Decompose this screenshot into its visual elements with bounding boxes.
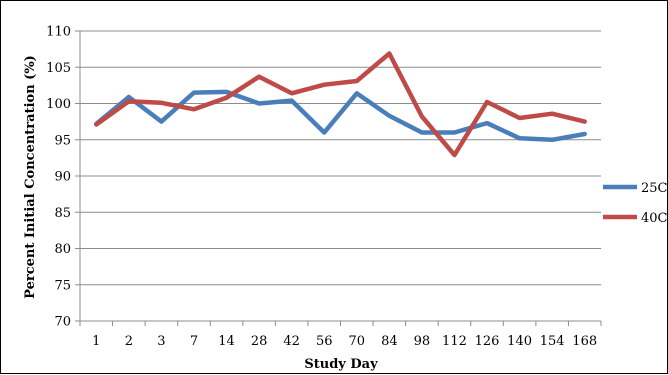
y-tick-label: 105 [46,61,71,76]
x-tick-label: 3 [157,334,165,349]
y-tick-label: 90 [54,170,71,185]
x-tick-label: 140 [507,334,532,349]
y-axis-label: Percent Initial Concentration (%) [23,55,38,299]
y-tick-label: 75 [54,278,71,293]
y-tick-label: 100 [46,97,71,112]
x-tick-label: 84 [381,334,398,349]
x-tick-label: 14 [218,334,235,349]
y-tick-label: 85 [54,206,71,221]
x-tick-label: 70 [349,334,366,349]
x-tick-label: 1 [92,334,100,349]
y-tick-label: 70 [54,315,71,330]
x-tick-label: 7 [190,334,198,349]
legend-label-25C: 25C [641,181,668,196]
x-axis-label: Study Day [304,357,378,372]
y-tick-label: 80 [54,242,71,257]
x-tick-label: 154 [540,334,565,349]
x-tick-label: 126 [475,334,500,349]
gridlines [80,31,601,285]
y-tick-label: 110 [46,25,71,40]
y-axis-ticks: 70 75 80 85 90 95 100 105 110 [46,25,80,330]
x-tick-label: 56 [316,334,333,349]
legend-label-40C: 40C [641,211,668,226]
x-tick-label: 98 [414,334,431,349]
x-tick-label: 168 [572,334,597,349]
x-tick-label: 2 [125,334,133,349]
x-axis-ticks: 1 2 3 7 14 28 42 56 70 84 98 112 126 140 154 168 [80,321,601,349]
x-tick-label: 42 [283,334,300,349]
x-tick-label: 112 [442,334,467,349]
legend: 25C 40C [603,181,668,226]
x-tick-label: 28 [251,334,268,349]
y-tick-label: 95 [54,133,71,148]
